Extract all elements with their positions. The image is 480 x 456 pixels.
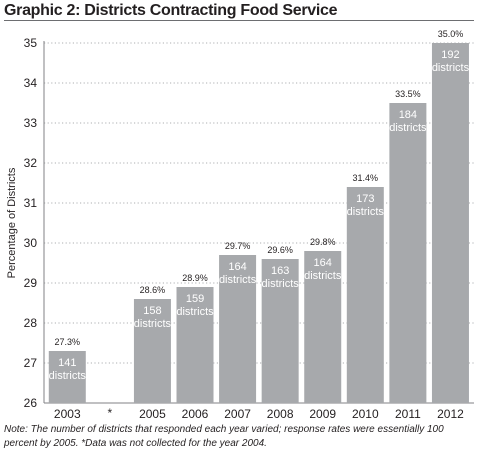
value-label: 29.8%: [310, 237, 336, 247]
y-tick-label: 29: [24, 276, 38, 290]
x-tick-label: 2007: [224, 407, 251, 420]
bar: [346, 187, 384, 403]
value-label: 33.5%: [395, 89, 421, 99]
bar: [389, 103, 427, 403]
district-unit-label: districts: [432, 62, 470, 74]
y-tick-label: 33: [24, 116, 38, 130]
district-count-label: 164: [228, 261, 246, 273]
y-tick-label: 26: [24, 396, 38, 410]
district-count-label: 158: [143, 305, 161, 317]
district-count-label: 192: [441, 49, 459, 61]
district-count-label: 173: [356, 193, 374, 205]
district-unit-label: districts: [134, 318, 172, 330]
value-label: 28.9%: [182, 273, 208, 283]
x-tick-label: 2010: [352, 407, 379, 420]
district-count-label: 141: [58, 357, 76, 369]
district-unit-label: districts: [347, 206, 385, 218]
chart-note: Note: The number of districts that respo…: [4, 424, 444, 449]
x-tick-label: 2006: [182, 407, 209, 420]
value-label: 35.0%: [438, 29, 464, 39]
value-label: 27.3%: [55, 337, 81, 347]
district-unit-label: districts: [176, 306, 214, 318]
chart-title: Graphic 2: Districts Contracting Food Se…: [4, 2, 338, 19]
value-label: 29.6%: [267, 245, 293, 255]
district-count-label: 164: [314, 257, 332, 269]
district-unit-label: districts: [389, 122, 427, 134]
value-label: 28.6%: [140, 285, 166, 295]
bar: [261, 259, 299, 403]
bar: [431, 43, 469, 403]
y-tick-label: 28: [24, 316, 38, 330]
district-unit-label: districts: [304, 270, 342, 282]
bar: [48, 351, 86, 403]
y-tick-label: 32: [24, 156, 38, 170]
x-tick-label: 2003: [54, 407, 81, 420]
y-tick-label: 35: [24, 36, 38, 50]
value-label: 29.7%: [225, 241, 251, 251]
bar: [176, 287, 214, 403]
bar-chart: 26 27 28 29 30 31 32 33 34 35 Percentage of Distri…: [6, 29, 474, 420]
district-unit-label: districts: [262, 278, 300, 290]
title-rule: [4, 20, 474, 21]
district-unit-label: districts: [49, 370, 87, 382]
x-tick-label: 2012: [437, 407, 464, 420]
value-label: 31.4%: [353, 173, 379, 183]
x-tick-label: 2008: [267, 407, 294, 420]
y-tick-label: 27: [24, 356, 38, 370]
district-count-label: 163: [271, 265, 289, 277]
bar: [304, 251, 342, 403]
bar: [219, 255, 257, 403]
district-count-label: 184: [399, 109, 417, 121]
x-tick-label: 2009: [309, 407, 336, 420]
x-tick-label: 2011: [395, 407, 421, 420]
district-count-label: 159: [186, 293, 204, 305]
missing-year-marker: *: [108, 406, 113, 420]
bar: [133, 299, 171, 403]
y-tick-label: 31: [24, 196, 38, 210]
y-tick-label: 34: [24, 76, 38, 90]
y-axis-title: Percentage of Districts: [6, 167, 18, 278]
y-tick-label: 30: [24, 236, 38, 250]
x-tick-label: 2005: [139, 407, 166, 420]
district-unit-label: districts: [219, 274, 257, 286]
